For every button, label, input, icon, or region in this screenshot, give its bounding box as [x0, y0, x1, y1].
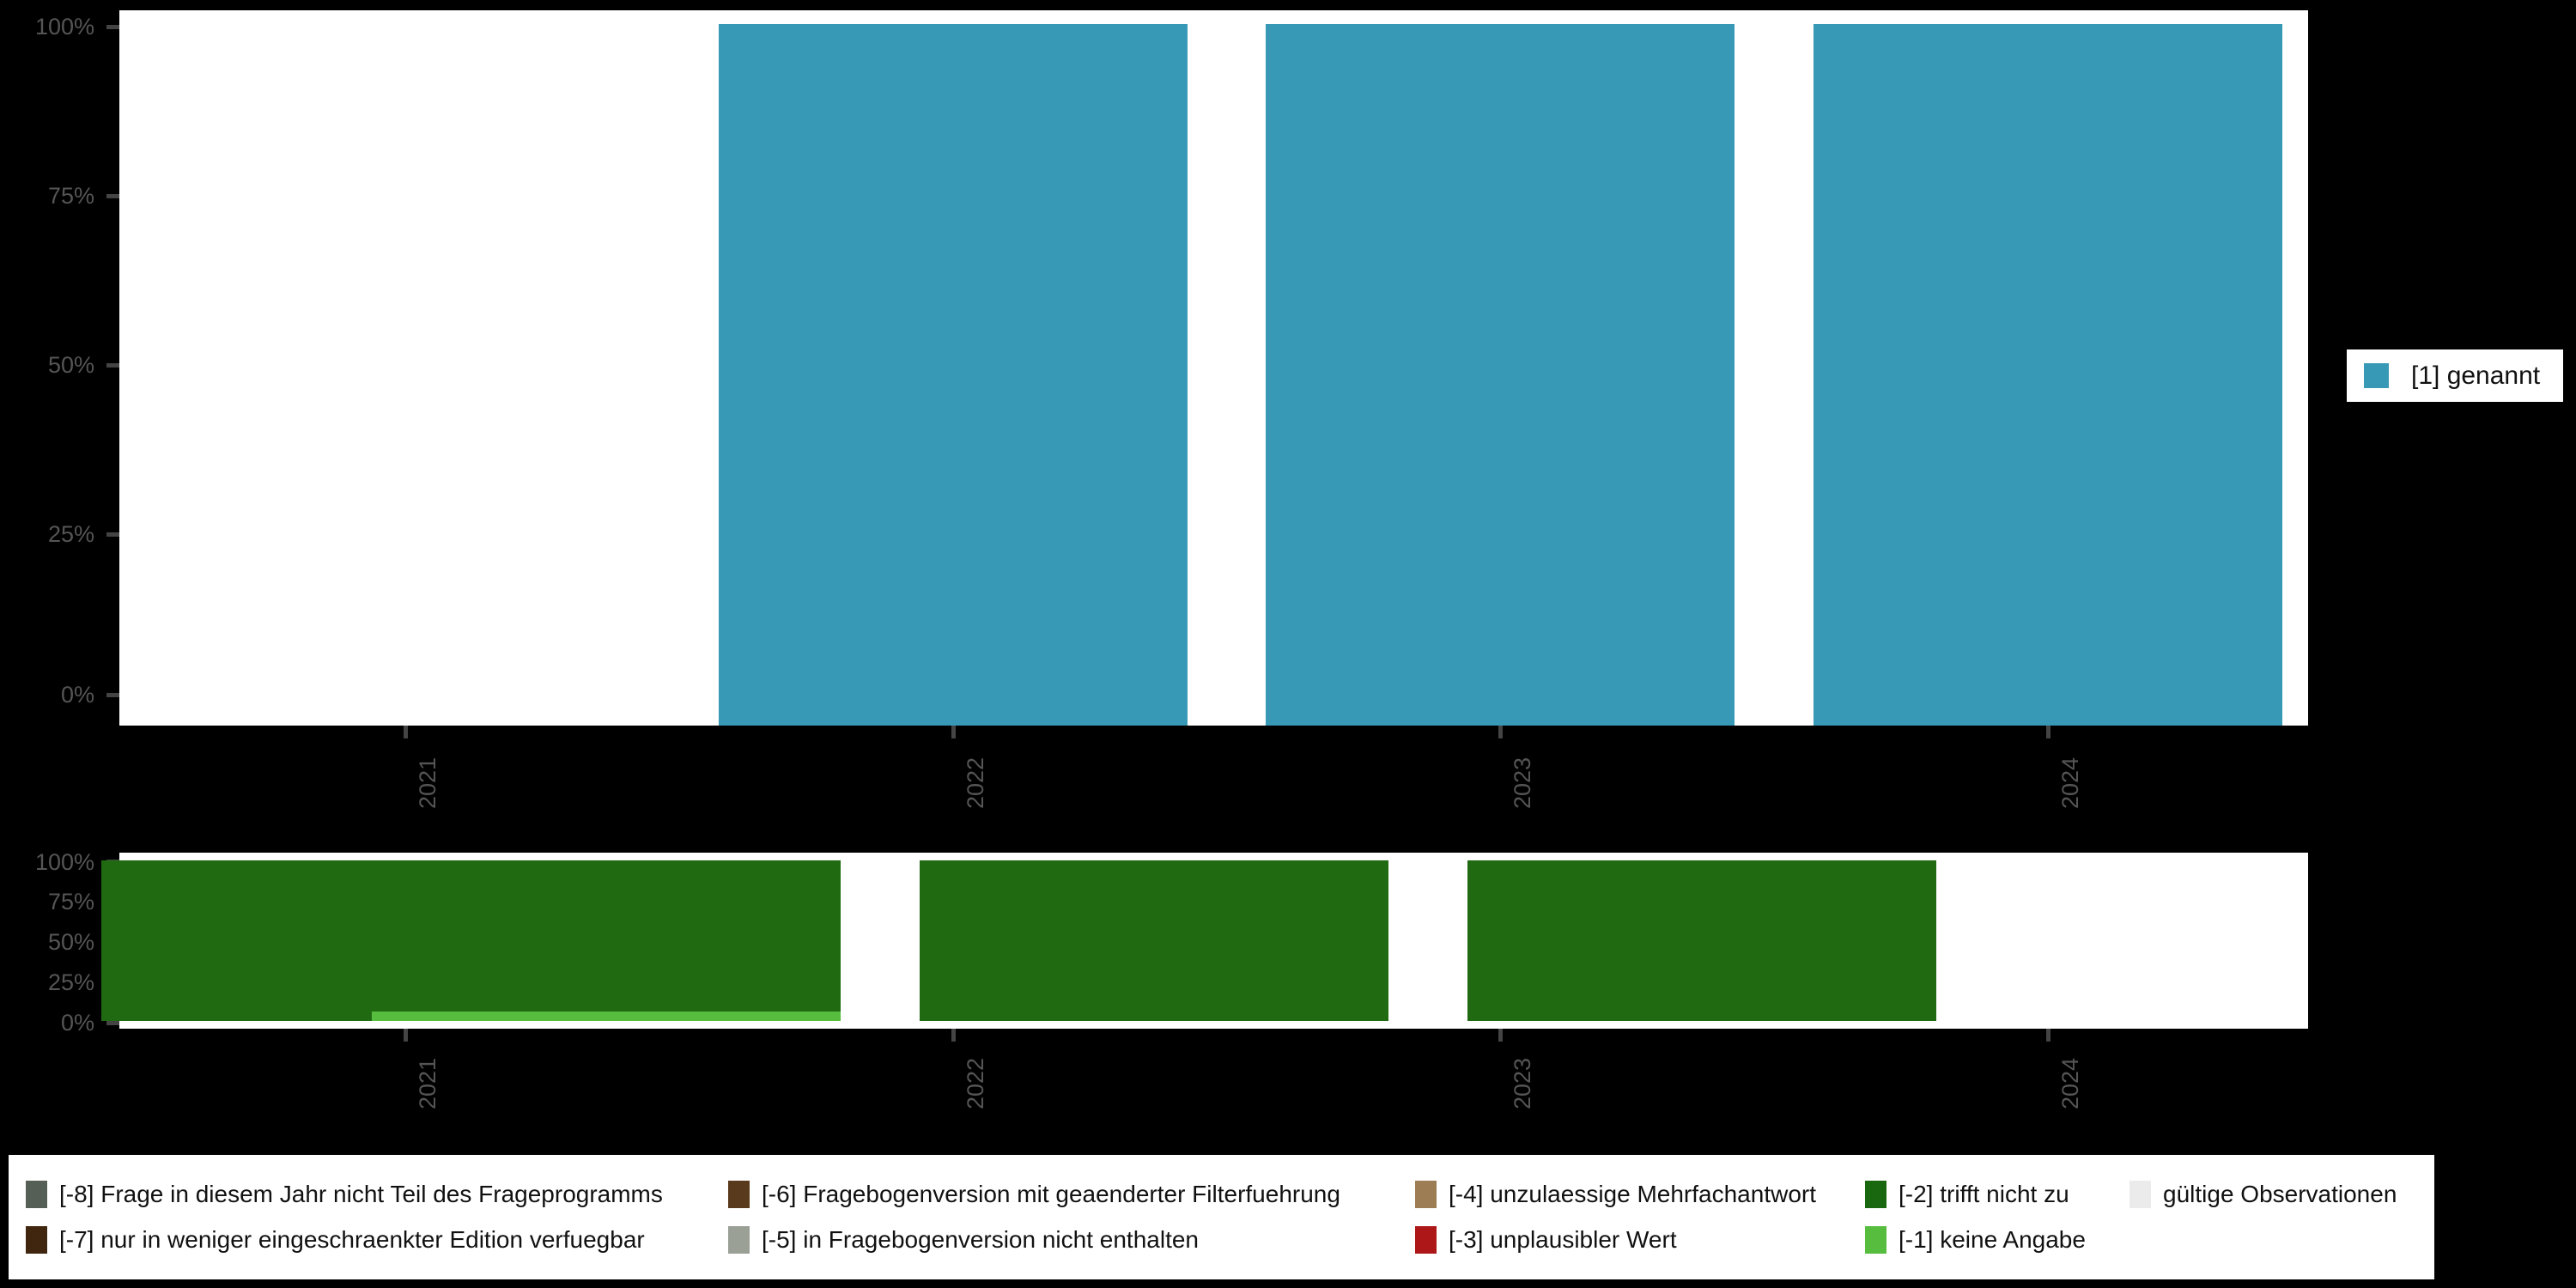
legend-entry-m8: [-8] Frage in diesem Jahr nicht Teil des…	[26, 1174, 663, 1215]
legend-label-m3: [-3] unplausibler Wert	[1449, 1226, 1677, 1253]
legend-swatch-m4	[1415, 1181, 1437, 1208]
top-ytick-label-75: 75%	[47, 183, 94, 209]
top-ytick-mark	[106, 363, 119, 368]
legend-label-m7: [-7] nur in weniger eingeschraenkter Edi…	[59, 1226, 645, 1253]
legend-swatch-m3	[1415, 1226, 1437, 1254]
bottom-ytick-label-0: 0%	[60, 1010, 94, 1036]
legend-swatch-m7	[26, 1226, 47, 1254]
legend-label-m2: [-2] trifft nicht zu	[1899, 1181, 2069, 1207]
bottom-ytick-label-100: 100%	[34, 849, 94, 875]
legend-swatch-m1	[1865, 1226, 1886, 1254]
top-xtick-label-2021: 2021	[415, 756, 440, 809]
top-xtick-label-2023: 2023	[1510, 756, 1535, 809]
legend-swatch-m8	[26, 1181, 47, 1208]
bar-2023-trifft-nicht-zu	[920, 860, 1388, 1021]
top-ytick-mark	[106, 194, 119, 198]
legend-entry-valid: gültige Observationen	[2129, 1174, 2397, 1215]
top-xtick-mark	[2046, 726, 2050, 738]
top-ytick-label-0: 0%	[60, 682, 94, 708]
bottom-ytick-mark	[106, 1021, 119, 1025]
top-ytick-mark	[106, 25, 119, 29]
legend-label-genannt: [1] genannt	[2411, 361, 2541, 390]
bar-2022-keine-angabe	[372, 1012, 841, 1021]
top-plot-area	[119, 10, 2308, 726]
series-legend: [1] genannt	[2347, 349, 2563, 402]
bottom-xtick-label-2022: 2022	[963, 1057, 988, 1109]
bar-2022-genannt	[719, 24, 1188, 726]
bottom-xtick-mark	[1498, 1029, 1503, 1042]
legend-entry-m6: [-6] Fragebogenversion mit geaenderter F…	[728, 1174, 1340, 1215]
top-ytick-label-100: 100%	[34, 14, 94, 39]
bar-2022-trifft-nicht-zu	[372, 860, 841, 1012]
legend-label-m6: [-6] Fragebogenversion mit geaenderter F…	[762, 1181, 1340, 1207]
bottom-ytick-label-25: 25%	[47, 969, 94, 995]
bar-2024-genannt	[1814, 24, 2282, 726]
legend-entry-m7: [-7] nur in weniger eingeschraenkter Edi…	[26, 1219, 645, 1261]
bottom-xtick-mark	[2046, 1029, 2050, 1042]
top-ytick-label-50: 50%	[47, 352, 94, 378]
top-ytick-mark	[106, 532, 119, 537]
legend-swatch-m2	[1865, 1181, 1886, 1208]
bottom-xtick-mark	[404, 1029, 408, 1042]
legend-entry-m3: [-3] unplausibler Wert	[1415, 1219, 1677, 1261]
legend-entry-m4: [-4] unzulaessige Mehrfachantwort	[1415, 1174, 1816, 1215]
bar-2024-trifft-nicht-zu	[1467, 860, 1936, 1021]
bottom-xtick-label-2023: 2023	[1510, 1057, 1535, 1109]
legend-entry-m5: [-5] in Fragebogenversion nicht enthalte…	[728, 1219, 1199, 1261]
top-xtick-mark	[951, 726, 956, 738]
legend-label-m8: [-8] Frage in diesem Jahr nicht Teil des…	[59, 1181, 663, 1207]
legend-swatch-m6	[728, 1181, 750, 1208]
missing-value-legend: [-8] Frage in diesem Jahr nicht Teil des…	[9, 1155, 2434, 1279]
bottom-xtick-mark	[951, 1029, 956, 1042]
bottom-plot-area	[101, 853, 2308, 1029]
top-xtick-label-2022: 2022	[963, 756, 988, 809]
legend-label-m5: [-5] in Fragebogenversion nicht enthalte…	[762, 1226, 1199, 1253]
legend-label-valid: gültige Observationen	[2163, 1181, 2397, 1207]
top-xtick-mark	[1498, 726, 1503, 738]
legend-label-m4: [-4] unzulaessige Mehrfachantwort	[1449, 1181, 1816, 1207]
legend-entry-m2: [-2] trifft nicht zu	[1865, 1174, 2069, 1215]
bottom-xtick-label-2021: 2021	[415, 1057, 440, 1109]
legend-entry-m1: [-1] keine Angabe	[1865, 1219, 2086, 1261]
top-xtick-mark	[404, 726, 408, 738]
top-ytick-mark	[106, 693, 119, 697]
top-ytick-label-25: 25%	[47, 521, 94, 547]
legend-swatch-genannt	[2364, 363, 2389, 388]
bottom-xtick-label-2024: 2024	[2057, 1057, 2083, 1109]
legend-swatch-m5	[728, 1226, 750, 1254]
legend-swatch-valid	[2129, 1181, 2151, 1208]
top-xtick-label-2024: 2024	[2057, 756, 2083, 809]
bar-2023-genannt	[1266, 24, 1735, 726]
bottom-ytick-label-50: 50%	[47, 929, 94, 955]
legend-label-m1: [-1] keine Angabe	[1899, 1226, 2086, 1253]
bottom-ytick-label-75: 75%	[47, 889, 94, 914]
